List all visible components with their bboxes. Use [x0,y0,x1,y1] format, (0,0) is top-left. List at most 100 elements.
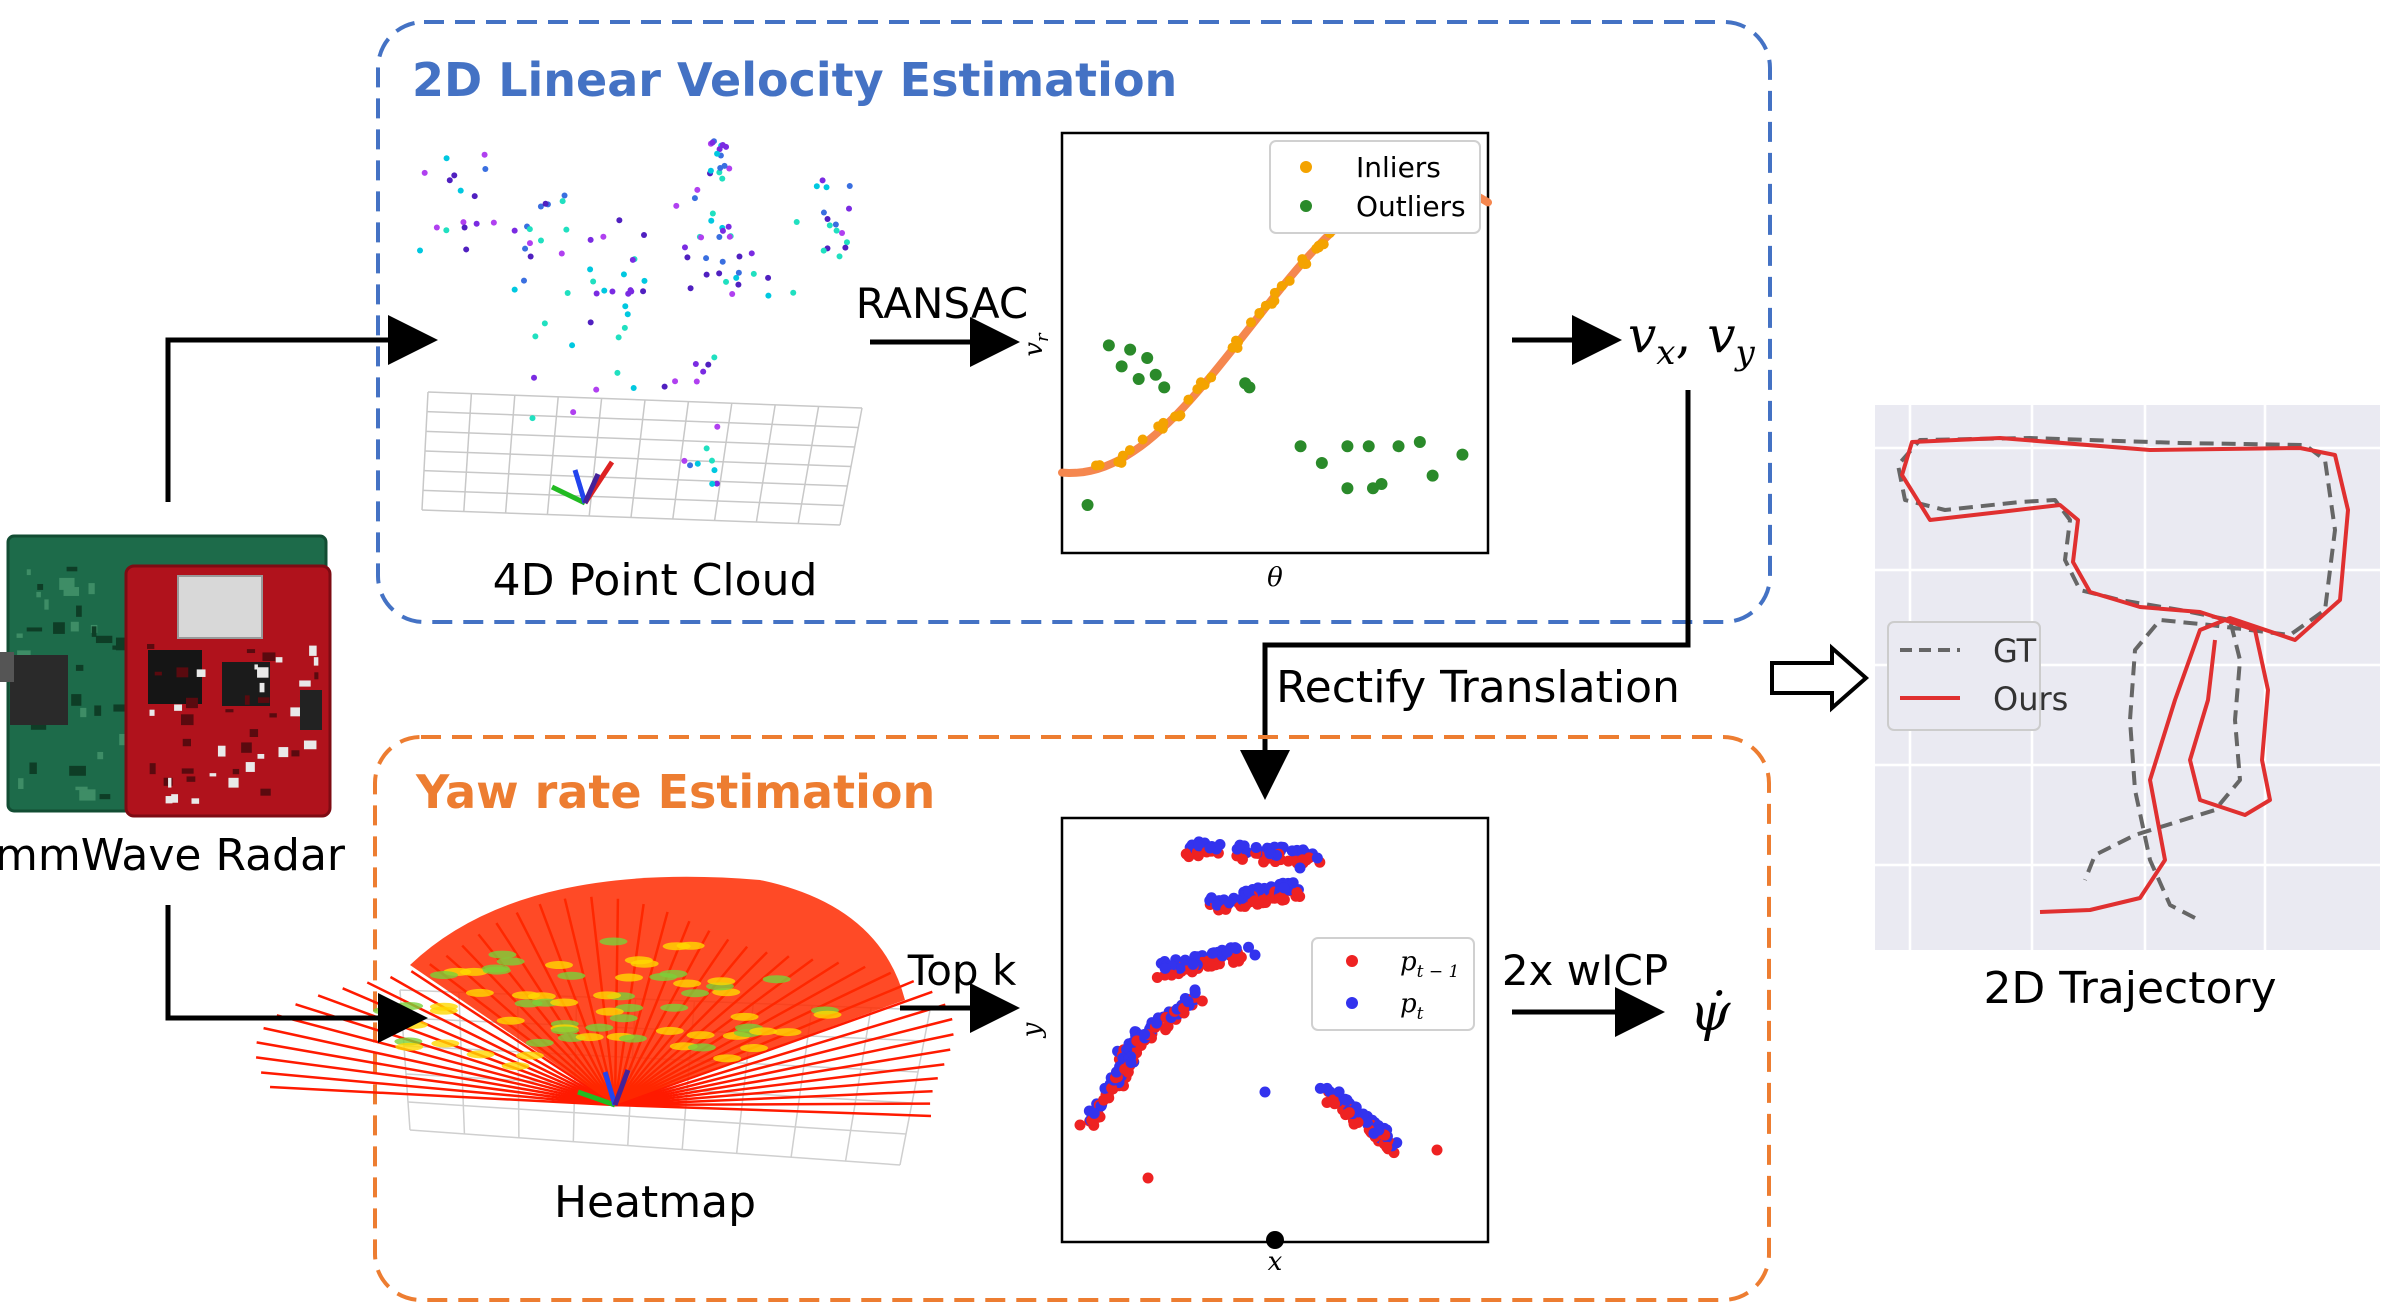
pc-point [684,254,691,261]
ransac-inlier-point [1195,377,1206,388]
icp-prev-point [1166,969,1178,981]
icp-prev-point [1381,1141,1393,1153]
ransac-inlier-point [1254,308,1265,319]
ransac-inlier-point [1267,298,1278,309]
hm-hotspot [481,964,510,973]
pc-point [765,274,772,281]
board-component [176,667,189,678]
board-component [260,788,271,796]
pc-point [640,288,647,295]
pc-point [836,253,843,260]
icp-legend-curr-marker [1346,997,1358,1009]
pc-point [721,162,728,169]
icp-legend-prev-marker [1346,955,1358,967]
pc-point [793,219,800,226]
hm-hotspot [525,1038,554,1047]
hm-hotspot [615,973,644,982]
board-component [244,695,250,705]
hm-hotspot [749,1027,778,1036]
pc-point [726,233,733,240]
ransac-inlier-point [1233,336,1244,347]
ransac-legend [1269,140,1481,234]
board-component [259,682,265,693]
hm-hotspot [459,967,488,976]
hm-hotspot [599,937,628,946]
radar-board-image [0,534,332,818]
ransac-legend-inliers-marker [1300,161,1312,173]
board-component [91,626,97,637]
pc-grid-line [423,469,848,487]
pc-point [526,240,533,247]
hm-hotspot [395,1001,424,1010]
board-component [185,697,198,709]
board-component [75,664,84,671]
hm-hotspot [551,1026,580,1035]
board-component [225,709,234,713]
pc-point [843,239,850,246]
icp-legend-prev: pt − 1 [1400,947,1459,982]
pc-point [570,409,577,416]
board-component [44,599,49,610]
pc-point [700,368,707,375]
hm-ray [410,970,616,1107]
velocity-block-title: 2D Linear Velocity Estimation [412,53,1177,107]
hm-hotspot [585,1023,614,1032]
board-component [299,680,311,687]
pc-point [681,244,688,251]
pc-point [714,150,721,157]
ransac-outlier-point [1124,343,1137,356]
hm-ray [614,1003,946,1107]
ransac-inlier-point [1117,450,1128,461]
hm-hotspot [730,1012,759,1021]
hm-ray [614,1033,954,1107]
icp-curr-point [1287,877,1299,889]
pc-point [558,250,565,257]
hm-hotspot [662,942,691,951]
pc-point [735,281,742,288]
pc-point [615,334,622,341]
hm-ray [295,1003,616,1107]
hm-ray [263,1026,616,1107]
pc-point [719,258,726,265]
ransac-outlier-point [1149,368,1162,381]
board-component [59,577,75,590]
hm-hotspot [496,1016,525,1025]
pc-point [587,319,594,326]
heatmap-illustration [255,876,954,1166]
board-component [191,798,200,804]
hm-ray [269,1085,616,1107]
hm-hotspot [593,991,622,1000]
pc-point [819,177,826,184]
pc-grid-line [427,391,863,409]
pc-point [630,384,637,391]
hm-hotspot [496,957,525,966]
hm-hotspot [686,1031,715,1040]
board-component [309,645,317,656]
pc-point [542,200,549,207]
hm-ray [614,1102,931,1107]
point-cloud-illustration [417,138,863,526]
pc-point [473,220,480,227]
pc-point [511,286,518,293]
pc-point [587,266,594,273]
pc-point [417,247,424,254]
pc-point [709,480,716,487]
icp-prev-point [1303,852,1315,864]
pc-point [673,202,680,209]
pc-point [726,165,733,172]
board-component [29,762,37,775]
board-component [26,627,43,632]
pc-point [627,287,634,294]
pc-grid-line [422,489,844,507]
trajectory-plot: GT Ours [1875,405,2380,950]
board-component [278,747,289,758]
board-component [53,622,65,634]
pc-point [703,255,710,262]
hm-ray [614,1063,945,1107]
ransac-inlier-point [1276,281,1287,292]
pc-point [641,232,648,239]
icp-curr-point [1278,882,1290,894]
pc-point [511,227,518,234]
board-component [257,753,265,759]
icp-ylabel: y [1017,1022,1047,1038]
